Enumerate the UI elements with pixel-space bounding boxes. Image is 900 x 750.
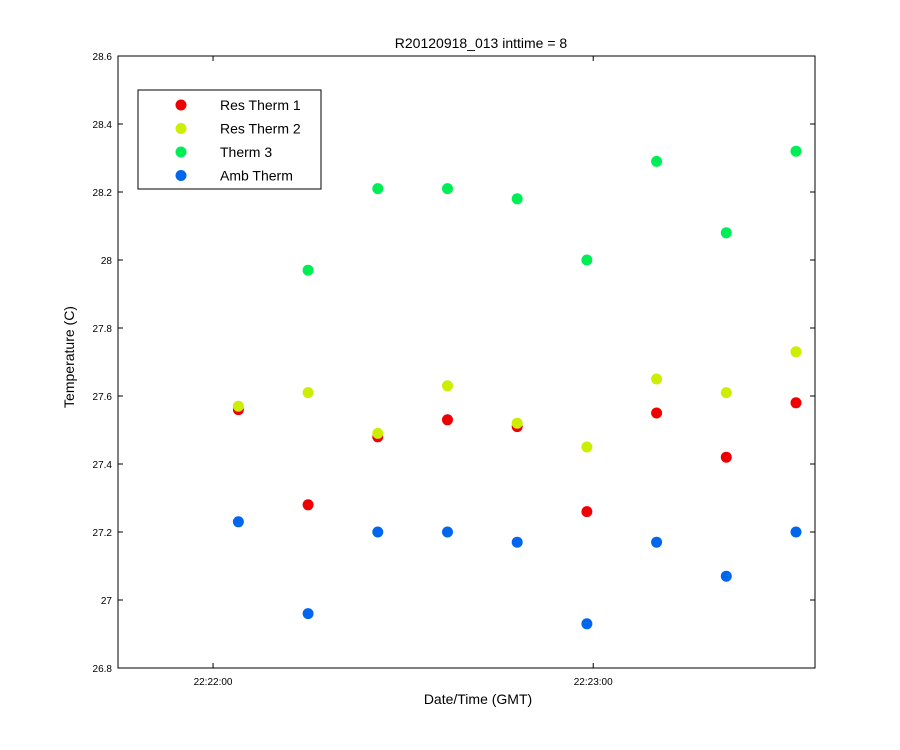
y-tick-label: 27.6 <box>93 392 113 403</box>
x-axis: 22:22:00 22:23:00 <box>194 56 613 688</box>
point-res-therm-2 <box>720 387 732 399</box>
point-res-therm-1 <box>302 499 314 511</box>
y-axis-title: Temperature (C) <box>61 306 77 408</box>
point-res-therm-2 <box>581 441 593 453</box>
point-res-therm-1 <box>790 397 802 409</box>
point-res-therm-2 <box>511 417 523 429</box>
point-res-therm-2 <box>441 380 453 392</box>
point-res-therm-1 <box>720 451 732 463</box>
point-res-therm-1 <box>651 407 663 419</box>
y-tick-label: 27.8 <box>93 324 113 335</box>
data-points <box>232 145 802 630</box>
chart-title: R20120918_013 inttime = 8 <box>395 35 568 51</box>
y-axis: 26.8 27 27.2 27.4 27.6 27.8 28 28.2 28.4 28.6 <box>93 52 815 675</box>
y-tick-label: 27 <box>101 596 113 607</box>
point-amb-therm <box>372 526 384 538</box>
legend-label-res-therm-1: Res Therm 1 <box>220 97 301 113</box>
point-therm-3 <box>302 264 314 276</box>
point-therm-3 <box>790 145 802 157</box>
y-tick-label: 28.6 <box>93 52 113 63</box>
x-axis-title: Date/Time (GMT) <box>424 691 532 707</box>
point-res-therm-2 <box>651 373 663 385</box>
y-tick-label: 27.2 <box>93 528 113 539</box>
y-tick-label: 28.4 <box>93 120 113 131</box>
point-amb-therm <box>441 526 453 538</box>
legend-marker-res-therm-2 <box>175 123 187 134</box>
point-amb-therm <box>651 536 663 548</box>
legend-label-amb-therm: Amb Therm <box>220 168 293 184</box>
point-therm-3 <box>651 155 663 167</box>
point-amb-therm <box>302 608 314 620</box>
y-tick-label: 28.2 <box>93 188 113 199</box>
x-tick-label: 22:22:00 <box>194 677 233 688</box>
point-therm-3 <box>372 183 384 195</box>
y-tick-label: 26.8 <box>93 664 113 675</box>
legend-label-res-therm-2: Res Therm 2 <box>220 121 301 137</box>
point-amb-therm <box>232 516 244 528</box>
legend-marker-res-therm-1 <box>175 99 187 111</box>
point-res-therm-2 <box>232 400 244 412</box>
legend-box <box>137 89 322 190</box>
point-amb-therm <box>790 526 802 538</box>
point-amb-therm <box>720 570 732 582</box>
point-amb-therm <box>581 618 593 630</box>
point-res-therm-1 <box>441 414 453 426</box>
point-res-therm-2 <box>302 387 314 399</box>
point-res-therm-2 <box>372 427 384 439</box>
legend-label-therm-3: Therm 3 <box>220 144 272 160</box>
legend-marker-therm-3 <box>175 146 187 158</box>
legend-marker-amb-therm <box>175 170 187 181</box>
y-tick-label: 27.4 <box>93 460 113 471</box>
x-tick-label: 22:23:00 <box>574 677 613 688</box>
point-res-therm-1 <box>581 506 593 518</box>
point-therm-3 <box>441 183 453 195</box>
point-amb-therm <box>511 536 523 548</box>
y-tick-label: 28 <box>101 256 113 267</box>
point-therm-3 <box>581 254 593 266</box>
point-res-therm-2 <box>790 346 802 358</box>
point-therm-3 <box>511 193 523 205</box>
point-therm-3 <box>720 227 732 239</box>
legend: Res Therm 1 Res Therm 2 Therm 3 Amb Therm <box>137 89 322 190</box>
